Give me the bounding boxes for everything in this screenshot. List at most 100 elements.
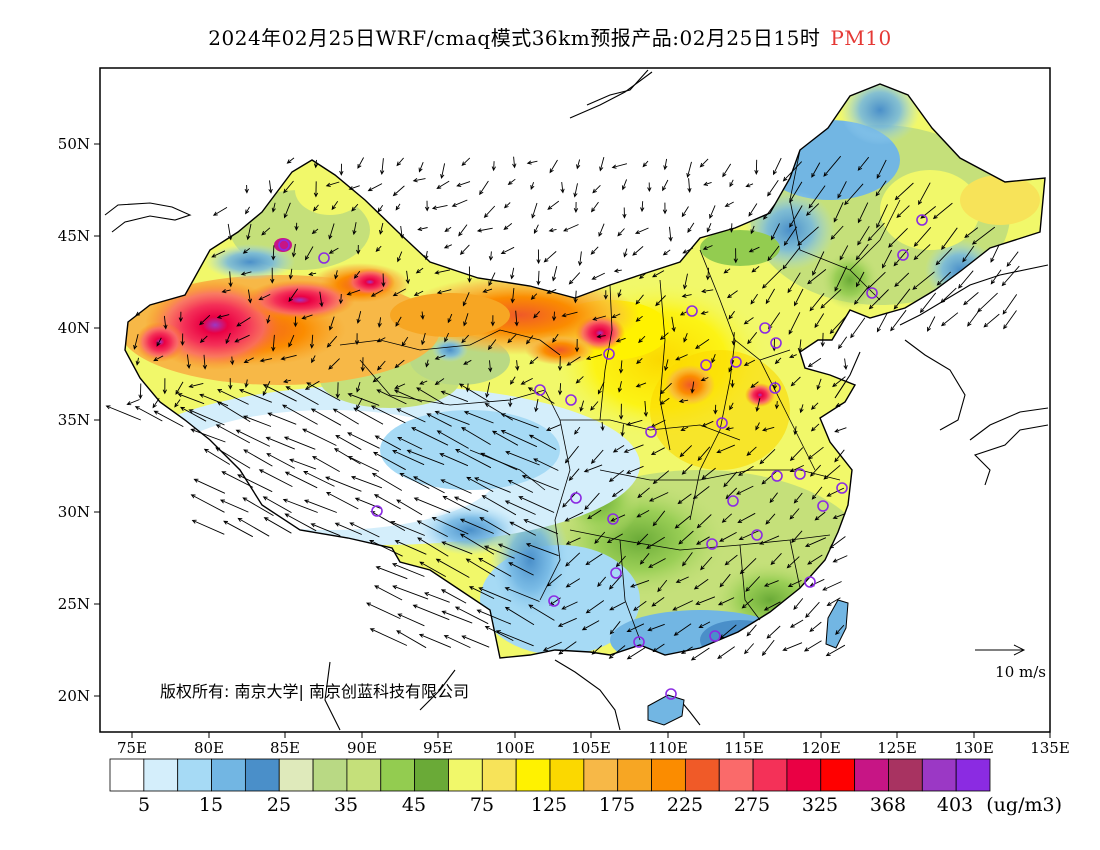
wind-arrow [510,376,516,385]
wind-arrow [745,183,754,188]
wind-arrow [585,553,603,566]
wind-arrow [940,312,959,327]
wind-arrow [618,360,624,374]
wind-arrow [162,378,168,395]
wind-arrow [967,309,980,327]
wind-arrow [421,332,426,346]
wind-arrow [356,381,361,393]
wind-arrow [729,179,734,188]
city-marker [769,382,781,394]
wind-arrow [311,228,319,235]
wind-arrow [850,317,866,339]
wind-arrow [637,487,650,499]
wind-arrow [809,621,822,632]
wind-arrow [262,384,297,402]
wind-arrow [598,223,605,237]
wind-arrow [373,494,401,510]
wind-arrow [771,223,780,241]
wind-arrow [964,227,979,239]
wind-arrow [531,202,538,219]
city-marker [897,249,909,261]
wind-arrow [507,334,517,344]
wind-arrow [412,604,450,621]
city-marker [700,359,712,371]
wind-arrow [525,543,559,557]
wind-arrow [675,354,688,361]
wind-arrow [481,495,517,516]
wind-arrow [913,227,932,247]
wind-arrow [266,453,296,469]
wind-arrow [574,426,581,435]
wind-arrow [536,249,541,265]
wind-arrow [825,644,846,657]
wind-arrow [857,202,869,224]
wind-arrow [376,337,386,343]
wind-arrow [672,600,693,611]
wind-arrow [648,558,666,568]
colorbar-swatch [346,758,382,792]
wind-arrow [217,389,249,405]
city-marker [771,470,783,482]
wind-arrow [381,273,386,288]
colorbar-swatch [651,758,686,792]
wind-arrow [396,630,427,649]
colorbar-tick: 225 [667,794,703,816]
wind-arrow [301,314,313,320]
wind-arrow [782,161,803,182]
wind-arrow [632,246,644,256]
wind-arrow [177,393,205,405]
lon-label: 130E [954,739,994,757]
wind-arrow [395,203,401,211]
city-marker [686,305,698,317]
wind-arrow [203,448,231,465]
wind-arrow [585,600,605,614]
wind-arrow [761,639,775,657]
wind-arrow [328,223,335,240]
wind-arrow [573,201,579,213]
wind-arrow [808,185,826,209]
wind-arrow [890,309,907,332]
wind-arrow [153,410,184,427]
wind-arrow [876,159,887,180]
wind-arrow [617,381,622,393]
wind-arrow [621,179,628,191]
wind-arrow [308,271,317,277]
wind-arrow [379,158,385,176]
wind-arrow [678,398,689,404]
wind-arrow [594,531,606,544]
wind-arrow [1006,251,1019,267]
wind-arrow [680,426,689,431]
wind-arrow [789,205,803,228]
wind-arrow [783,226,798,246]
wind-arrow [265,436,295,450]
wind-arrow [600,421,605,432]
wind-arrow [375,245,382,252]
wind-arrow [681,206,689,218]
wind-arrow [810,423,820,432]
colorbar-swatch [109,758,145,792]
wind-arrow [390,521,425,536]
wind-arrow [370,405,406,424]
wind-arrow [782,247,801,270]
colorbar-swatch [617,758,652,792]
wind-arrow [440,390,469,403]
wind-arrow [244,379,249,389]
vector-scale-label: 10 m/s [995,663,1046,681]
wind-arrow [675,576,689,583]
wind-arrow [507,178,516,186]
wind-arrow [724,554,738,566]
wind-arrow [636,533,649,546]
wind-arrow [990,244,1000,263]
wind-arrow [244,184,249,194]
wind-arrow [347,432,380,449]
wind-arrow [793,598,804,611]
wind-arrow [579,400,585,412]
wind-arrow [527,387,555,404]
wind-arrow [679,445,693,458]
wind-arrow [717,597,735,606]
wind-arrow [313,181,319,198]
wind-arrow [706,223,712,233]
wind-arrow [500,430,538,448]
lat-label: 40N [58,319,90,337]
wind-arrow [463,410,494,424]
